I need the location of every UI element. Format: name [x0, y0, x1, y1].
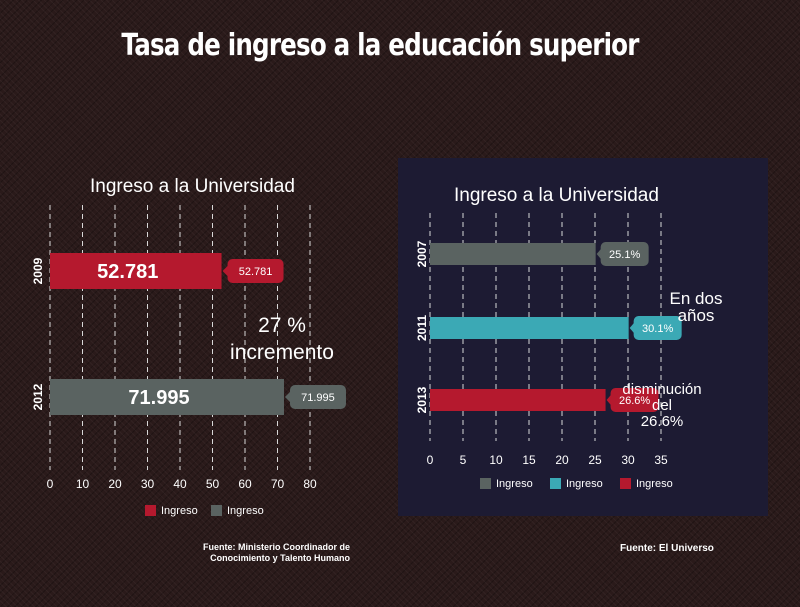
left-source-line: Fuente: Ministerio Coordinador de: [202, 542, 350, 552]
right-chart-panel: Ingreso a la Universidad 0 5 10 15 20 25 30 35 20…: [398, 158, 768, 516]
bar: [50, 253, 222, 289]
legend-label: Ingreso: [496, 478, 533, 490]
x-tick-label: 70: [271, 477, 285, 491]
left-chart-panel: Ingreso a la Universidad 0 10 20 30 40 50 60 70 8…: [0, 160, 380, 540]
annotation-decrease: 26.6%: [641, 413, 684, 430]
x-tick-label: 5: [460, 453, 467, 467]
x-tick-label: 40: [173, 477, 187, 491]
annotation-two-years: años: [678, 306, 715, 325]
value-label: 30.1%: [642, 323, 673, 335]
legend-swatch: [480, 478, 491, 489]
category-label: 2007: [415, 240, 429, 267]
value-callout: [227, 259, 284, 283]
left-source-line: Conocimiento y Talento Humano: [210, 553, 350, 563]
bar-inside-label: 71.995: [128, 387, 189, 409]
page-title: Tasa de ingreso a la educación superior: [121, 28, 639, 63]
legend-swatch: [145, 505, 156, 516]
legend-label: Ingreso: [161, 505, 198, 517]
legend-swatch: [211, 505, 222, 516]
value-callout: [289, 385, 346, 409]
chart-title: Ingreso a la Universidad: [454, 185, 659, 206]
x-tick-label: 80: [303, 477, 317, 491]
legend-swatch: [620, 478, 631, 489]
x-tick-label: 20: [108, 477, 122, 491]
x-tick-label: 10: [76, 477, 90, 491]
value-label: 26.6%: [619, 395, 650, 407]
value-label: 71.995: [301, 392, 335, 404]
legend-swatch: [550, 478, 561, 489]
legend-label: Ingreso: [636, 478, 673, 490]
value-callout: [610, 388, 659, 412]
value-callout: [600, 242, 649, 266]
annotation-two-years: En dos: [670, 289, 723, 308]
x-tick-label: 30: [141, 477, 155, 491]
legend-label: Ingreso: [566, 478, 603, 490]
x-tick-label: 30: [621, 453, 635, 467]
category-label: 2012: [31, 383, 45, 410]
value-label: 52.781: [239, 266, 273, 278]
right-chart: Ingreso a la Universidad 0 5 10 15 20 25 30 35 20…: [415, 185, 723, 490]
x-tick-label: 60: [238, 477, 252, 491]
annotation-decrease: disminución: [622, 381, 701, 398]
bar-inside-label: 52.781: [97, 261, 158, 283]
annotation-increase-value: 27 %: [258, 314, 306, 337]
bar: [50, 379, 284, 415]
x-tick-label: 25: [588, 453, 602, 467]
x-tick-label: 20: [555, 453, 569, 467]
x-tick-label: 10: [489, 453, 503, 467]
x-tick-label: 0: [47, 477, 54, 491]
category-label: 2013: [415, 386, 429, 413]
annotation-increase-text: incremento: [230, 341, 334, 364]
x-tick-label: 15: [522, 453, 536, 467]
left-source-note: Fuente: Ministerio Coordinador de Conoci…: [190, 542, 350, 564]
x-tick-label: 50: [206, 477, 220, 491]
value-callout: [633, 316, 682, 340]
x-tick-label: 35: [654, 453, 668, 467]
value-label: 25.1%: [609, 249, 640, 261]
category-label: 2011: [415, 315, 429, 341]
bar: [430, 317, 629, 339]
chart-title: Ingreso a la Universidad: [90, 176, 295, 197]
category-label: 2009: [31, 257, 45, 284]
x-tick-label: 0: [427, 453, 434, 467]
bar: [430, 243, 596, 265]
left-chart: Ingreso a la Universidad 0 10 20 30 40 50 60 70 8…: [31, 176, 346, 517]
right-source-note: Fuente: El Universo: [620, 543, 714, 554]
legend-label: Ingreso: [227, 505, 264, 517]
bar: [430, 389, 606, 411]
annotation-decrease: del: [652, 397, 672, 414]
